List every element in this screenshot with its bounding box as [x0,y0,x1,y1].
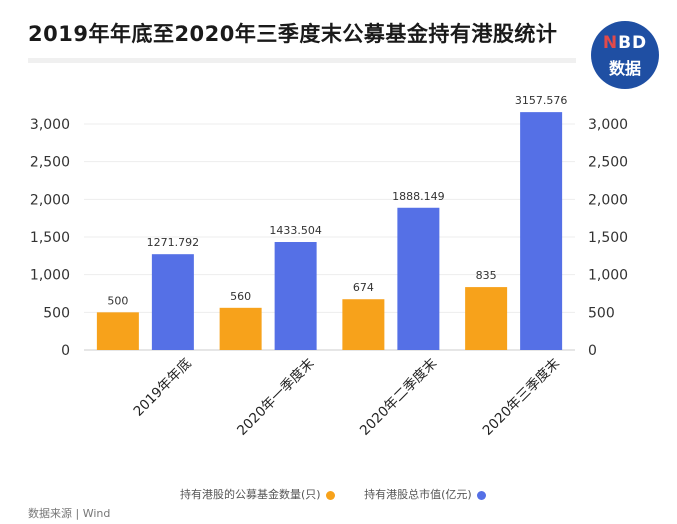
y-tick-label-left: 3,000 [30,117,70,133]
nbd-logo: NBD 数据 [591,21,659,89]
y-tick-label-left: 1,000 [30,268,70,284]
x-category-label: 2020年二季度末 [357,355,441,439]
y-tick-label-left: 500 [43,305,70,321]
y-tick-label-right: 3,000 [588,117,628,133]
y-tick-label-right: 2,500 [588,155,628,171]
y-tick-label-right: 1,000 [588,268,628,284]
y-tick-label-right: 1,500 [588,230,628,246]
bar-market-value [151,254,194,350]
chart-title: 2019年年底至2020年三季度末公募基金持有港股统计 [28,22,558,46]
y-axis-right: 0 500 1,000 1,500 2,000 2,500 3,000 [588,117,628,359]
x-category-label: 2020年一季度末 [234,355,318,439]
bar-fund-count [96,312,139,350]
data-label: 674 [353,281,374,294]
title-underline [28,58,576,63]
y-tick-label-left: 1,500 [30,230,70,246]
legend-item-fund-count: 持有港股的公募基金数量(只) [180,486,335,502]
data-label: 1888.149 [392,190,445,203]
logo-text-n: N [602,33,619,53]
data-label: 560 [230,290,251,303]
y-tick-label-right: 0 [588,343,597,359]
logo-text-data: 数据 [608,59,641,78]
data-label: 835 [476,269,497,282]
data-labels: 500 1271.792 560 1433.504 674 1888.149 835 3157… [107,94,567,307]
bar-market-value [397,207,440,350]
y-axis-left: 0 500 1,000 1,500 2,000 2,500 3,000 [30,117,70,359]
x-axis: 2019年年底 2020年一季度末 2020年二季度末 2020年三季度末 [130,355,563,439]
legend-swatch-blue [476,490,486,500]
y-tick-label-left: 2,500 [30,155,70,171]
chart-header: 2019年年底至2020年三季度末公募基金持有港股统计 NBD 数据 [0,0,677,89]
bar-fund-count [219,307,262,350]
data-label: 3157.576 [515,94,568,107]
bar-series [96,112,563,350]
data-label: 500 [107,294,128,307]
y-tick-label-left: 0 [61,343,70,359]
y-tick-label-right: 500 [588,305,615,321]
bar-market-value [274,242,317,350]
bar-fund-count [465,287,508,350]
y-tick-label-left: 2,000 [30,192,70,208]
data-source: 数据来源 | Wind [28,507,111,520]
legend-swatch-orange [325,490,335,500]
logo-text-bd: BD [618,33,648,53]
y-tick-label-right: 2,000 [588,192,628,208]
legend-label-fund-count: 持有港股的公募基金数量(只) [180,488,321,501]
x-category-label: 2019年年底 [130,356,194,420]
data-label: 1271.792 [147,236,200,249]
legend: 持有港股的公募基金数量(只) 持有港股总市值(亿元) [180,486,620,502]
data-label: 1433.504 [269,224,322,237]
legend-item-market-value: 持有港股总市值(亿元) [364,486,486,502]
bar-fund-count [342,299,385,350]
bar-market-value [520,112,563,350]
x-category-label: 2020年三季度末 [480,355,564,439]
legend-label-market-value: 持有港股总市值(亿元) [364,488,472,501]
